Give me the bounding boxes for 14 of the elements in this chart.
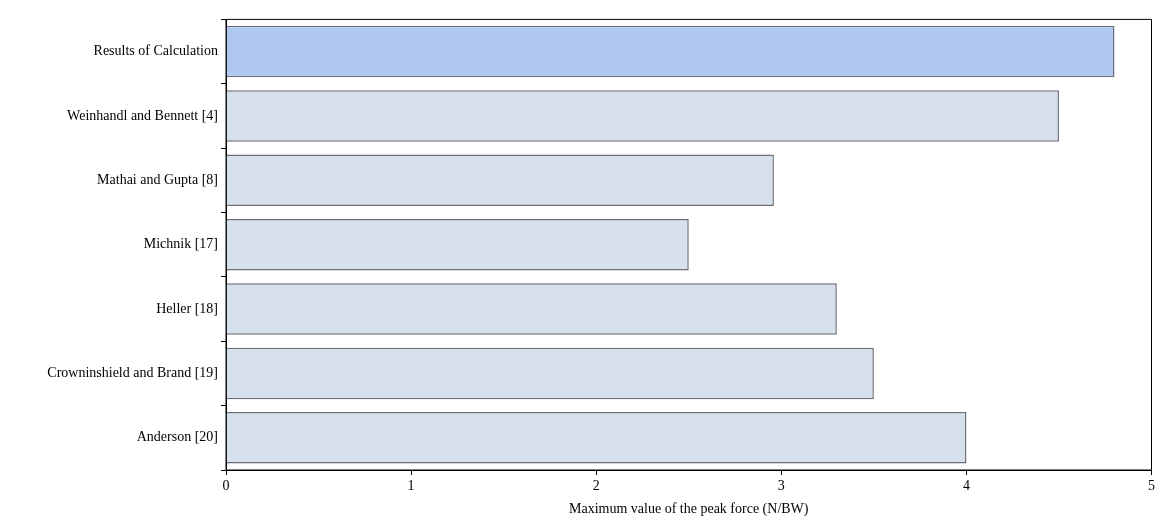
- y-tick-label: Crowninshield and Brand [19]: [47, 365, 218, 381]
- y-tick-label: Anderson [20]: [136, 429, 218, 445]
- x-tick-label: 2: [592, 478, 600, 494]
- y-tick-label: Results of Calculation: [93, 43, 218, 59]
- y-tick-label: Weinhandl and Bennett [4]: [67, 107, 218, 123]
- x-tick-label: 5: [1148, 478, 1155, 494]
- y-tick-label: Mathai and Gupta [8]: [97, 172, 218, 187]
- y-tick-label: Michnik [17]: [143, 236, 218, 252]
- x-tick-label: 0: [222, 478, 230, 494]
- x-tick-label: 1: [407, 478, 415, 494]
- y-tick-label: Heller [18]: [156, 300, 218, 316]
- x-tick-label: 3: [777, 478, 785, 494]
- x-tick-label: 4: [962, 478, 970, 494]
- x-axis-title: Maximum value of the peak force (N/BW): [569, 501, 809, 518]
